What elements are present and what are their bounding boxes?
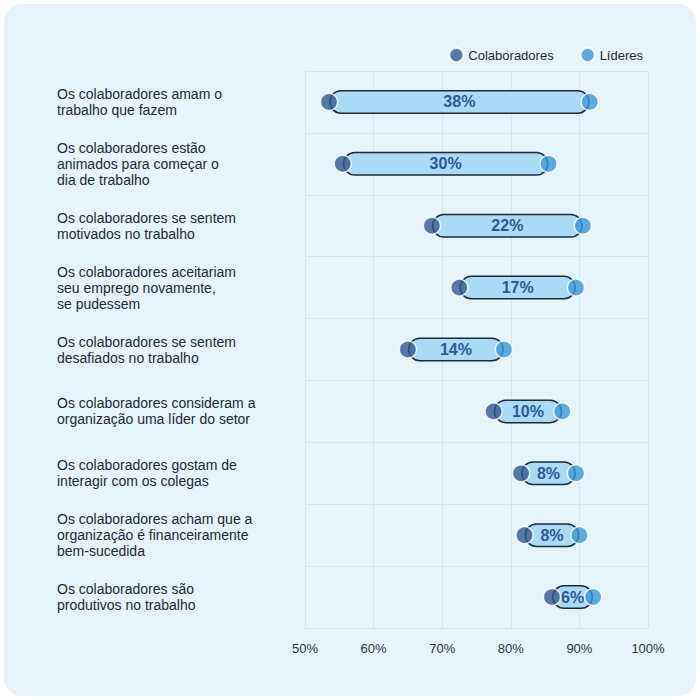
svg-text:motivados no trabalho: motivados no trabalho	[57, 226, 195, 242]
svg-text:90%: 90%	[566, 641, 592, 656]
svg-text:interagir com os colegas: interagir com os colegas	[57, 473, 209, 489]
svg-text:10%: 10%	[512, 403, 544, 420]
svg-text:60%: 60%	[361, 641, 387, 656]
svg-text:30%: 30%	[430, 155, 462, 172]
svg-text:dia de trabalho: dia de trabalho	[57, 172, 150, 188]
svg-text:80%: 80%	[498, 641, 524, 656]
svg-text:Os colaboradores estão: Os colaboradores estão	[57, 140, 206, 156]
svg-text:desafiados no trabalho: desafiados no trabalho	[57, 350, 199, 366]
svg-text:bem-sucedida: bem-sucedida	[57, 543, 145, 559]
svg-text:Colaboradores: Colaboradores	[468, 48, 554, 63]
svg-text:animados para começar o: animados para começar o	[57, 156, 219, 172]
svg-text:8%: 8%	[537, 465, 560, 482]
svg-text:seu emprego novamente,: seu emprego novamente,	[57, 280, 216, 296]
svg-text:Líderes: Líderes	[600, 48, 644, 63]
svg-text:Os colaboradores são: Os colaboradores são	[57, 581, 194, 597]
svg-text:8%: 8%	[540, 527, 563, 544]
svg-text:Os colaboradores se sentem: Os colaboradores se sentem	[57, 334, 236, 350]
svg-text:se pudessem: se pudessem	[57, 296, 140, 312]
svg-text:38%: 38%	[443, 93, 475, 110]
svg-text:trabalho que fazem: trabalho que fazem	[57, 102, 177, 118]
svg-text:17%: 17%	[502, 279, 534, 296]
svg-text:Os colaboradores aceitariam: Os colaboradores aceitariam	[57, 264, 236, 280]
svg-text:Os colaboradores amam o: Os colaboradores amam o	[57, 86, 222, 102]
svg-text:70%: 70%	[429, 641, 455, 656]
svg-text:100%: 100%	[631, 641, 665, 656]
svg-text:22%: 22%	[491, 217, 523, 234]
svg-text:organização uma líder do setor: organização uma líder do setor	[57, 411, 250, 427]
svg-text:14%: 14%	[440, 341, 472, 358]
svg-text:Os colaboradores consideram a: Os colaboradores consideram a	[57, 395, 256, 411]
svg-text:Os colaboradores se sentem: Os colaboradores se sentem	[57, 210, 236, 226]
svg-text:Os colaboradores acham que a: Os colaboradores acham que a	[57, 511, 253, 527]
svg-text:produtivos no trabalho: produtivos no trabalho	[57, 597, 196, 613]
svg-text:organização é financeiramente: organização é financeiramente	[57, 527, 249, 543]
svg-text:50%: 50%	[292, 641, 318, 656]
svg-text:Os colaboradores gostam de: Os colaboradores gostam de	[57, 457, 237, 473]
svg-text:6%: 6%	[561, 589, 584, 606]
